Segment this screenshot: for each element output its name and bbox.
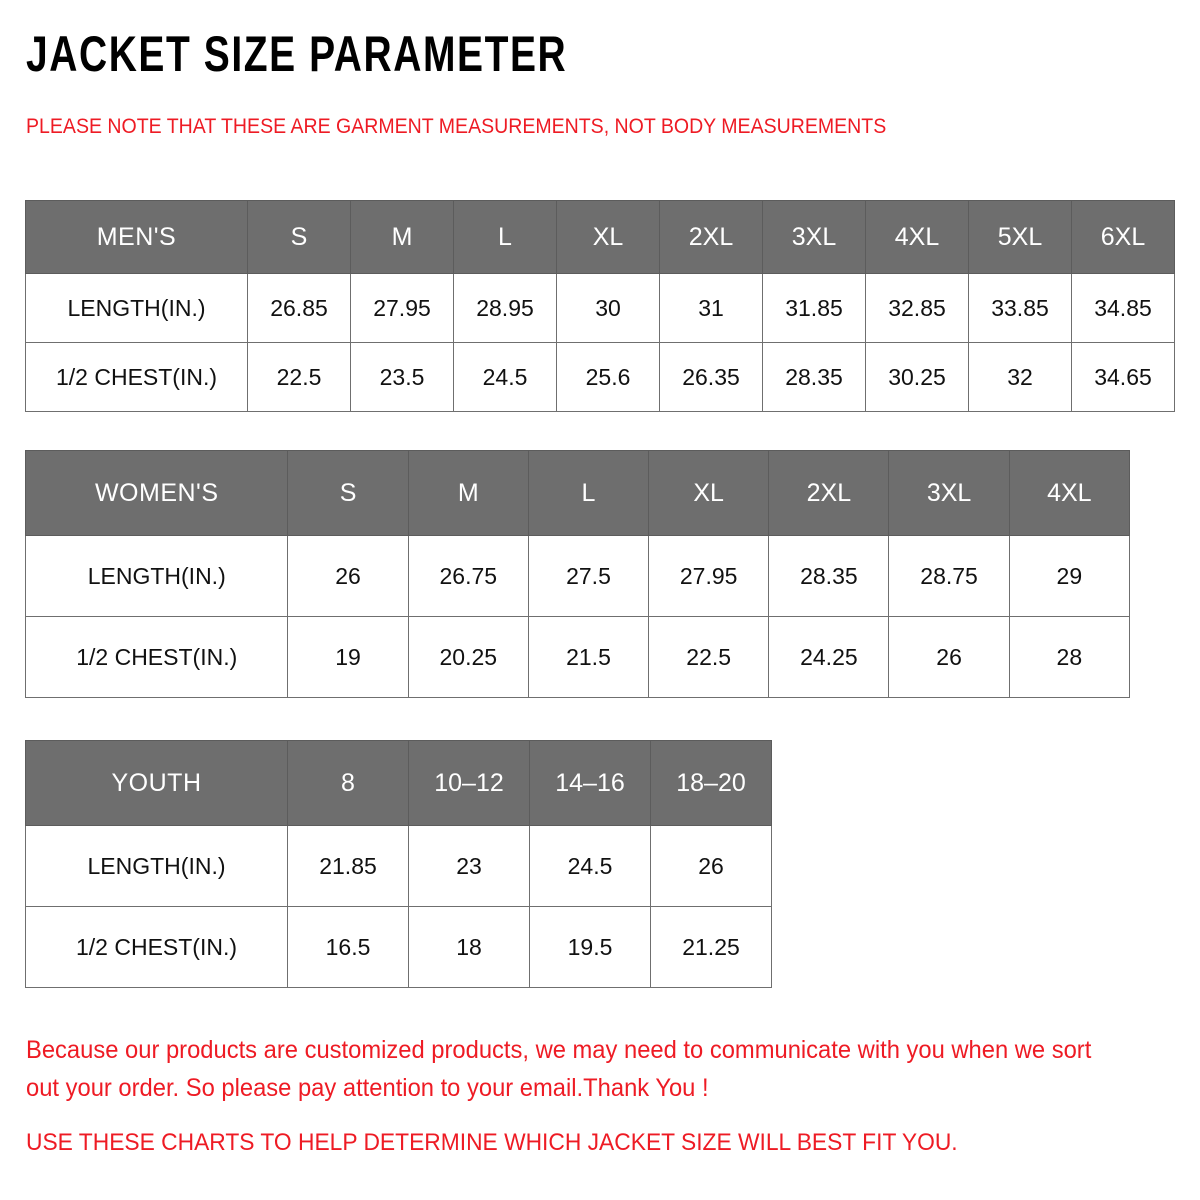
table-cell: 27.95 <box>350 273 454 343</box>
table-header-cell: 14–16 <box>529 740 651 826</box>
table-cell: 20.25 <box>407 616 529 698</box>
table-cell: 26 <box>287 535 409 617</box>
table-cell: 21.25 <box>650 906 772 988</box>
table-header-cell: M <box>350 200 454 274</box>
table-cell: 26 <box>888 616 1010 698</box>
table-cell: 22.5 <box>247 342 351 412</box>
row-label: LENGTH(IN.) <box>25 825 288 907</box>
table-cell: 25.6 <box>556 342 660 412</box>
womens-size-table: WOMEN'S S M L XL 2XL 3XL 4XL LENGTH(IN.)… <box>24 450 1131 698</box>
table-header-row: MEN'S S M L XL 2XL 3XL 4XL 5XL 6XL <box>25 200 1175 274</box>
table-header-cell: M <box>407 450 529 536</box>
table-cell: 30.25 <box>865 342 969 412</box>
table-row: 1/2 CHEST(IN.) 16.5 18 19.5 21.25 <box>25 906 772 988</box>
table-row: 1/2 CHEST(IN.) 19 20.25 21.5 22.5 24.25 … <box>24 616 1131 698</box>
page-title: JACKET SIZE PARAMETER <box>26 26 568 82</box>
table-cell: 30 <box>556 273 660 343</box>
table-cell: 28.35 <box>762 342 866 412</box>
table-cell: 22.5 <box>648 616 770 698</box>
row-label: LENGTH(IN.) <box>24 535 289 617</box>
table-cell: 31 <box>659 273 763 343</box>
table-cell: 18 <box>408 906 530 988</box>
table-header-cell: S <box>247 200 351 274</box>
table-cell: 21.5 <box>527 616 650 698</box>
table-header-cell: 8 <box>287 740 409 826</box>
table-cell: 16.5 <box>287 906 409 988</box>
table-row: LENGTH(IN.) 26 26.75 27.5 27.95 28.35 28… <box>24 535 1131 617</box>
table-row: LENGTH(IN.) 26.85 27.95 28.95 30 31 31.8… <box>25 273 1175 343</box>
table-header-cell: 3XL <box>762 200 866 274</box>
table-cell: 26.75 <box>407 535 529 617</box>
footer-usage-note: USE THESE CHARTS TO HELP DETERMINE WHICH… <box>26 1129 958 1156</box>
table-cell: 26.85 <box>247 273 351 343</box>
table-cell: 27.95 <box>648 535 770 617</box>
table-header-cell: XL <box>556 200 660 274</box>
table-header-cell: 18–20 <box>650 740 772 826</box>
row-label: 1/2 CHEST(IN.) <box>25 342 248 412</box>
row-label: LENGTH(IN.) <box>25 273 248 343</box>
table-header-cell: 4XL <box>865 200 969 274</box>
footer-customization-note: Because our products are customized prod… <box>26 1036 1092 1102</box>
table-row: LENGTH(IN.) 21.85 23 24.5 26 <box>25 825 772 907</box>
table-header-cell: XL <box>648 450 770 536</box>
table-header-cell: 4XL <box>1008 450 1131 536</box>
table-header-cell: YOUTH <box>25 740 288 826</box>
table-cell: 32.85 <box>865 273 969 343</box>
table-cell: 23.5 <box>350 342 454 412</box>
garment-measurement-note: PLEASE NOTE THAT THESE ARE GARMENT MEASU… <box>26 115 887 138</box>
table-header-cell: WOMEN'S <box>24 450 289 536</box>
table-cell: 33.85 <box>968 273 1072 343</box>
row-label: 1/2 CHEST(IN.) <box>24 616 289 698</box>
table-header-cell: 2XL <box>659 200 763 274</box>
table-cell: 19 <box>287 616 409 698</box>
table-header-cell: S <box>287 450 409 536</box>
table-header-cell: L <box>527 450 650 536</box>
table-cell: 24.25 <box>768 616 890 698</box>
table-cell: 26.35 <box>659 342 763 412</box>
table-cell: 31.85 <box>762 273 866 343</box>
table-header-cell: L <box>453 200 557 274</box>
table-header-cell: 10–12 <box>408 740 530 826</box>
table-row: 1/2 CHEST(IN.) 22.5 23.5 24.5 25.6 26.35… <box>25 342 1175 412</box>
table-cell: 27.5 <box>527 535 650 617</box>
table-cell: 24.5 <box>529 825 651 907</box>
table-cell: 21.85 <box>287 825 409 907</box>
table-cell: 24.5 <box>453 342 557 412</box>
table-header-cell: 6XL <box>1071 200 1175 274</box>
table-cell: 28 <box>1008 616 1131 698</box>
table-cell: 26 <box>650 825 772 907</box>
table-cell: 28.35 <box>768 535 890 617</box>
table-cell: 32 <box>968 342 1072 412</box>
table-header-cell: MEN'S <box>25 200 248 274</box>
table-header-cell: 5XL <box>968 200 1072 274</box>
table-header-row: YOUTH 8 10–12 14–16 18–20 <box>25 740 772 826</box>
table-header-cell: 3XL <box>888 450 1010 536</box>
table-header-row: WOMEN'S S M L XL 2XL 3XL 4XL <box>24 450 1131 536</box>
table-cell: 19.5 <box>529 906 651 988</box>
row-label: 1/2 CHEST(IN.) <box>25 906 288 988</box>
table-cell: 29 <box>1008 535 1131 617</box>
mens-size-table: MEN'S S M L XL 2XL 3XL 4XL 5XL 6XL LENGT… <box>25 200 1175 412</box>
table-cell: 28.95 <box>453 273 557 343</box>
table-cell: 34.85 <box>1071 273 1175 343</box>
table-cell: 23 <box>408 825 530 907</box>
table-header-cell: 2XL <box>768 450 890 536</box>
youth-size-table: YOUTH 8 10–12 14–16 18–20 LENGTH(IN.) 21… <box>25 740 772 988</box>
table-cell: 34.65 <box>1071 342 1175 412</box>
table-cell: 28.75 <box>888 535 1010 617</box>
